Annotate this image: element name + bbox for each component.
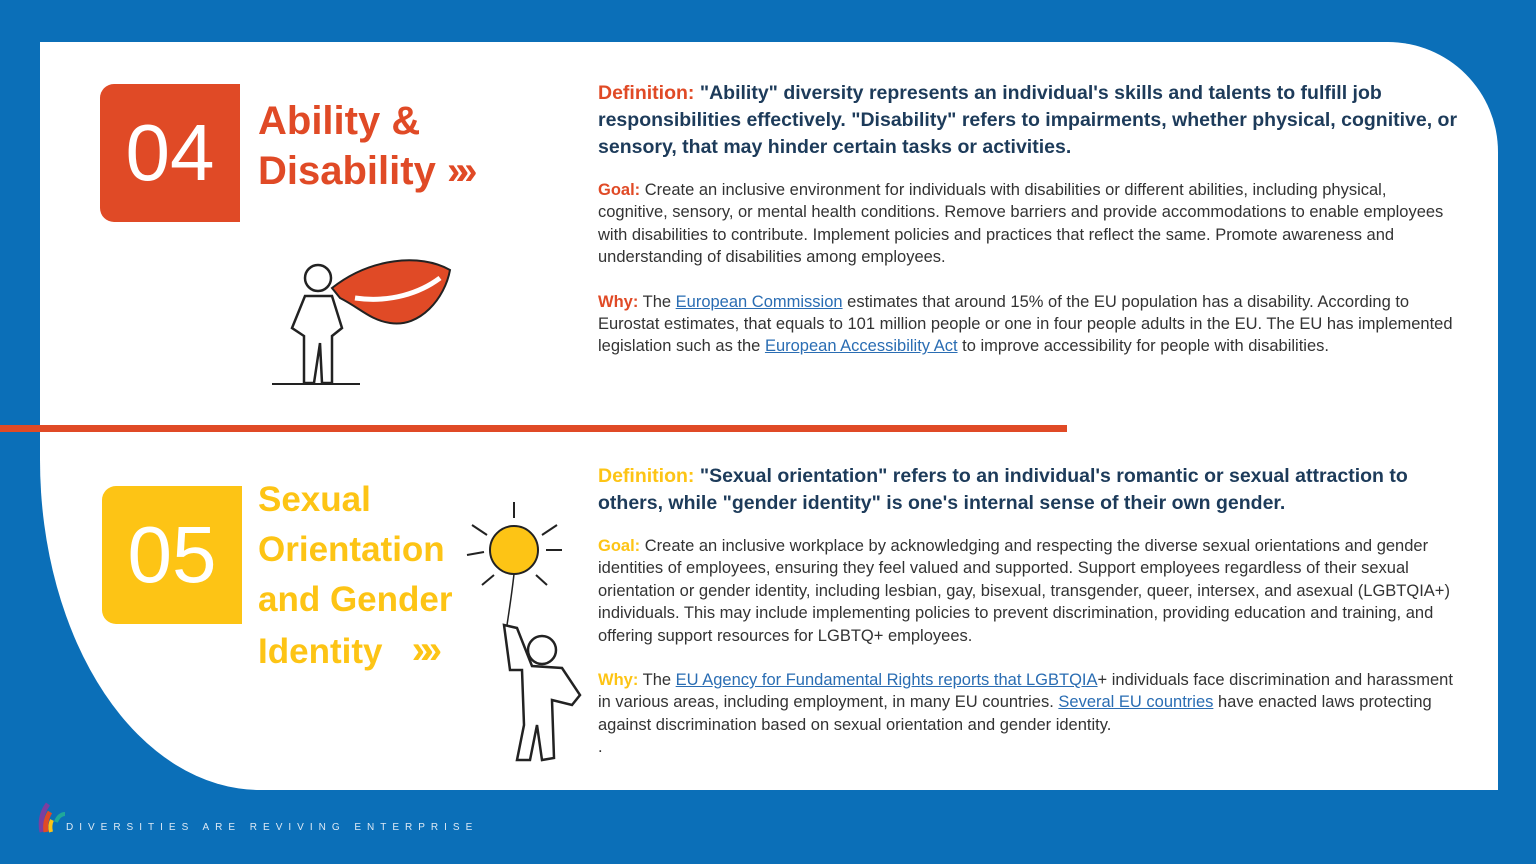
section-title-sexual-orientation: Sexual Orientation and Gender Identity »…	[258, 475, 452, 677]
why-label: Why:	[598, 671, 639, 690]
title-line: Identity	[258, 632, 383, 671]
why-text: The	[642, 292, 676, 311]
section-title-ability: Ability & Disability »»	[258, 96, 478, 196]
goal: Goal: Create an inclusive workplace by a…	[598, 535, 1458, 647]
definition-label: Definition:	[598, 465, 695, 487]
definition: Definition: "Ability" diversity represen…	[598, 80, 1458, 161]
chevron-right-icon: »	[411, 628, 435, 672]
section-number-04: 04	[100, 84, 240, 222]
definition-text: "Ability" diversity represents an indivi…	[598, 82, 1458, 158]
content-card	[40, 42, 1498, 790]
why-text: to improve accessibility for people with…	[957, 337, 1329, 356]
definition-text: "Sexual orientation" refers to an indivi…	[598, 465, 1408, 514]
section-number-05: 05	[102, 486, 242, 624]
section-divider	[0, 425, 1067, 432]
title-line: and Gender	[258, 580, 453, 619]
goal: Goal: Create an inclusive environment fo…	[598, 179, 1458, 269]
european-commission-link[interactable]: European Commission	[675, 292, 843, 311]
chevron-right-icon: »	[446, 149, 470, 193]
why-label: Why:	[598, 292, 639, 311]
chevron-right-icon: »	[455, 149, 478, 193]
definition-label: Definition:	[598, 82, 695, 104]
footer-tagline: DIVERSITIES ARE REVIVING ENTERPRISE	[66, 822, 479, 833]
european-accessibility-act-link[interactable]: European Accessibility Act	[764, 337, 958, 356]
why-text: have enacted laws protecting against dis…	[598, 693, 1432, 734]
chevron-right-icon: »	[419, 628, 443, 672]
definition: Definition: "Sexual orientation" refers …	[598, 463, 1458, 517]
title-line: Disability	[258, 149, 436, 193]
section5-text: Definition: "Sexual orientation" refers …	[598, 463, 1458, 759]
superhero-illustration-icon	[272, 259, 452, 385]
why-text: + individuals face discrimination and ha…	[598, 671, 1453, 712]
title-line: Orientation	[258, 530, 445, 569]
section4-text: Definition: "Ability" diversity represen…	[598, 80, 1458, 380]
goal-text: Create an inclusive workplace by acknowl…	[598, 537, 1450, 645]
several-eu-countries-link[interactable]: Several EU countries	[1058, 693, 1214, 712]
goal-label: Goal:	[598, 537, 641, 555]
brand-logo-icon	[38, 802, 66, 833]
balloon-person-illustration-icon	[466, 502, 582, 762]
goal-text: Create an inclusive environment for indi…	[598, 181, 1444, 267]
why: Why: The EU Agency for Fundamental Right…	[598, 669, 1458, 736]
trailing-text: .	[598, 738, 603, 757]
title-line: Sexual	[258, 480, 371, 519]
title-line: Ability &	[258, 99, 421, 143]
why: Why: The European Commission estimates t…	[598, 291, 1458, 358]
why-text: estimates that around 15% of the EU popu…	[598, 292, 1453, 356]
goal-label: Goal:	[598, 181, 641, 199]
eu-agency-fundamental-rights-link[interactable]: EU Agency for Fundamental Rights reports…	[675, 671, 1098, 690]
why-text: The	[642, 671, 676, 690]
